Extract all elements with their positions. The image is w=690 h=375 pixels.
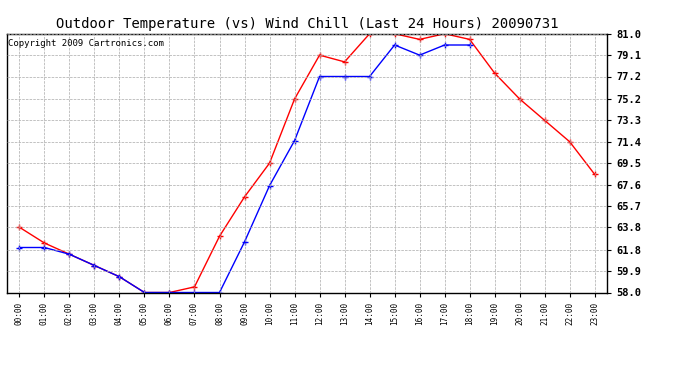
Title: Outdoor Temperature (vs) Wind Chill (Last 24 Hours) 20090731: Outdoor Temperature (vs) Wind Chill (Las…	[56, 17, 558, 31]
Text: Copyright 2009 Cartronics.com: Copyright 2009 Cartronics.com	[8, 39, 164, 48]
